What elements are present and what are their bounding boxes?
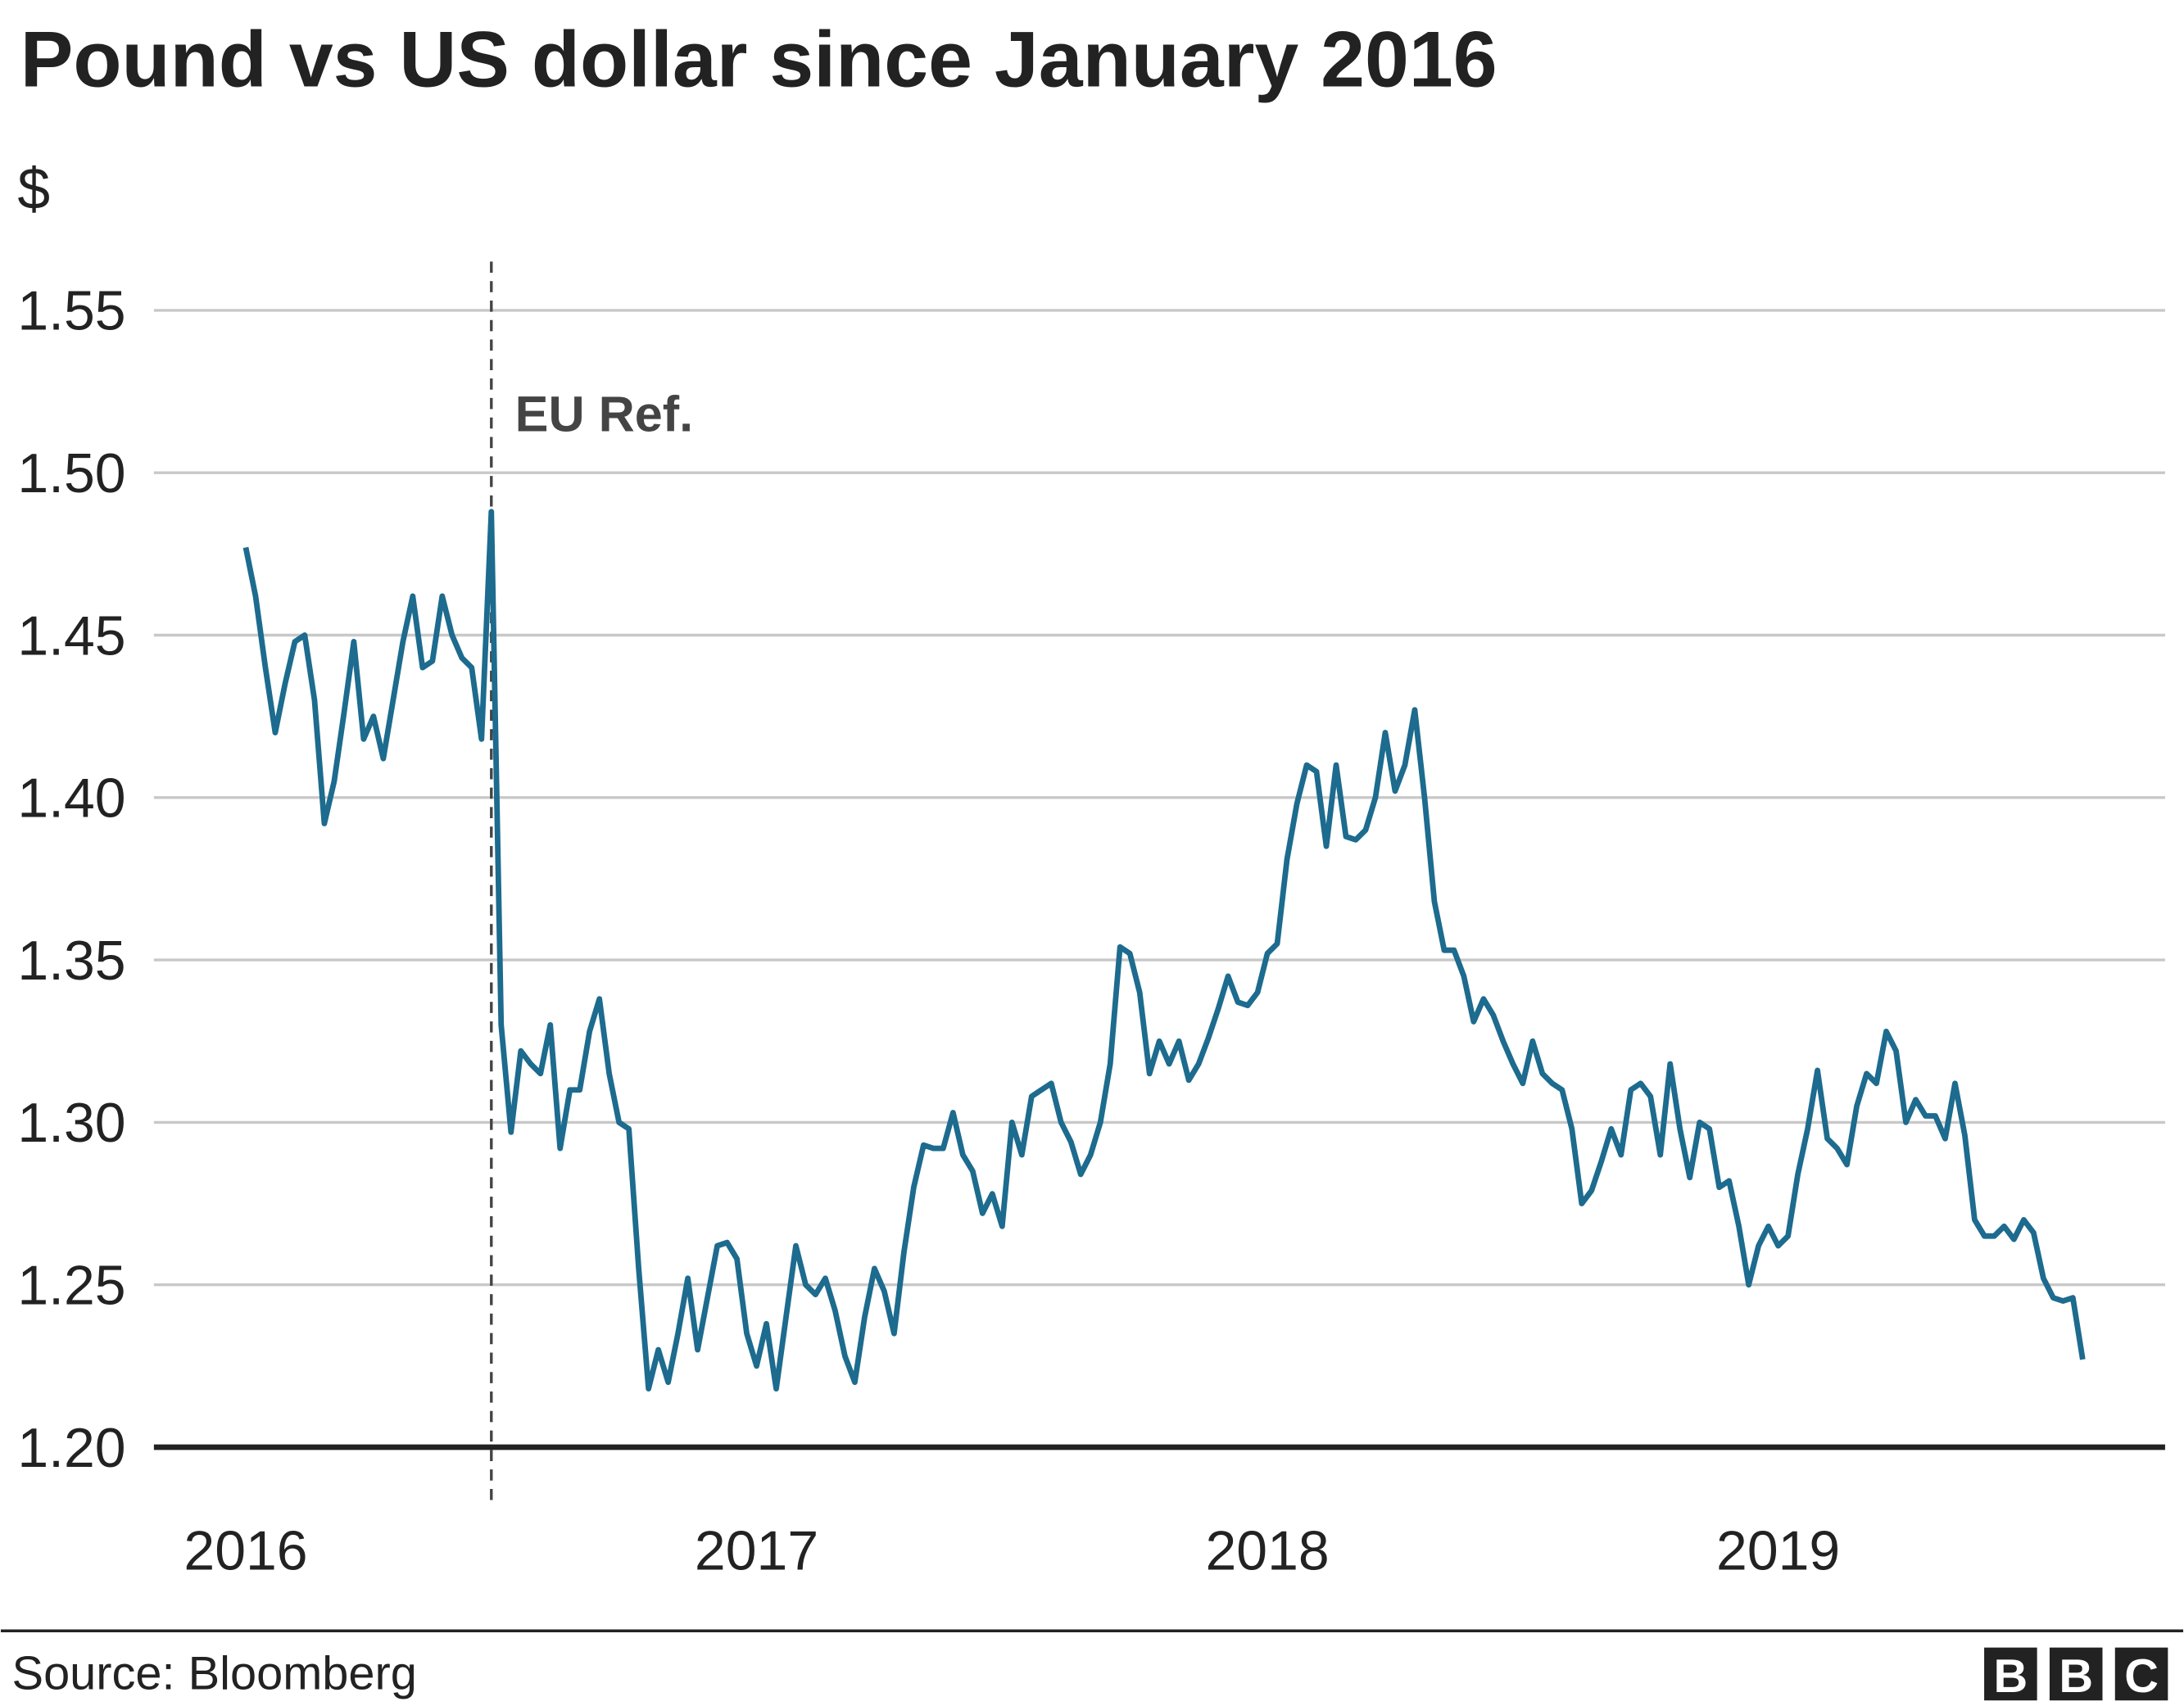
logo-letter: B (1993, 1650, 2028, 1703)
x-tick-label: 2016 (184, 1519, 307, 1582)
y-tick-label: 1.40 (17, 767, 125, 830)
y-tick-label: 1.25 (17, 1254, 125, 1316)
y-tick-label: 1.45 (17, 604, 125, 667)
logo-box (1984, 1647, 2037, 1701)
logo-letter: C (2124, 1650, 2159, 1703)
y-tick-label: 1.30 (17, 1092, 125, 1154)
logo-letter: B (2059, 1650, 2093, 1703)
x-tick-label: 2017 (695, 1519, 818, 1582)
logo: B B C (1984, 1647, 2168, 1703)
x-tick-label: 2019 (1716, 1519, 1840, 1582)
y-tick-label: 1.50 (17, 442, 125, 505)
source: Source: Bloomberg (12, 1648, 417, 1700)
y-tick-label: 1.55 (17, 280, 125, 342)
chart-title: Pound vs US dollar since January 2016 (20, 14, 1498, 103)
y-tick-label: 1.35 (17, 930, 125, 992)
logo-box (2114, 1647, 2168, 1701)
y-tick-label: 1.20 (17, 1417, 125, 1479)
series-line (242, 509, 2086, 1391)
logo-box (2049, 1647, 2103, 1701)
annotation-label: EU Ref. (515, 387, 693, 442)
x-tick-label: 2018 (1205, 1519, 1329, 1582)
y-axis-label: $ (17, 156, 50, 222)
